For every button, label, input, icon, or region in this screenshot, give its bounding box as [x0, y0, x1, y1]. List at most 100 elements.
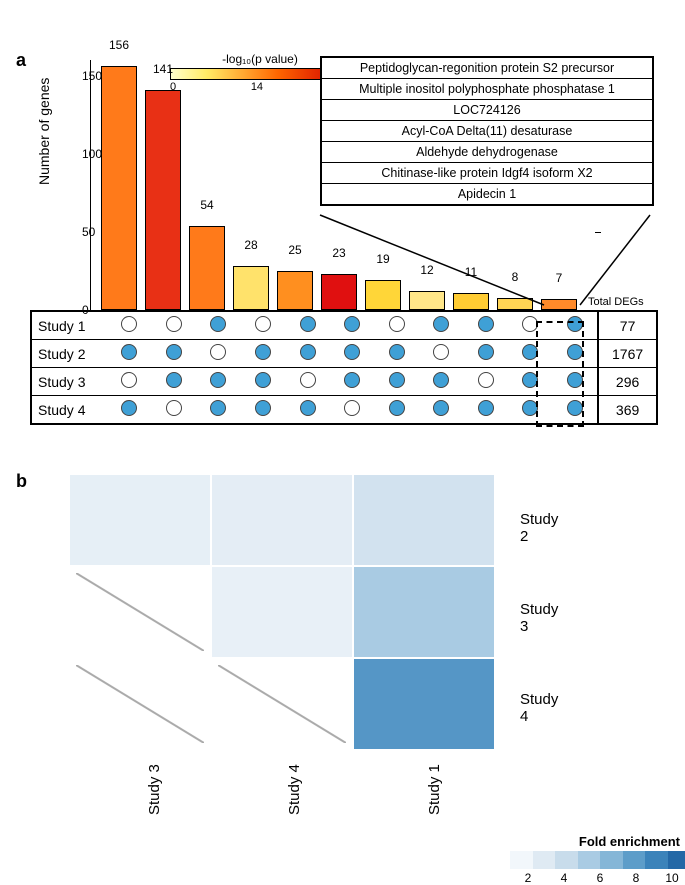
- matrix-dot: [389, 400, 405, 416]
- matrix-dot: [300, 344, 316, 360]
- colorbar-b-tick: 6: [582, 871, 618, 885]
- heatmap-cell: [212, 475, 352, 565]
- study-name: Study 3: [31, 368, 107, 396]
- matrix-dot: [255, 344, 271, 360]
- matrix-dot: [166, 316, 182, 332]
- heatmap-col-label: Study 3: [146, 764, 163, 815]
- matrix-cell: [508, 311, 553, 340]
- matrix-dot: [121, 400, 137, 416]
- matrix-cell: [330, 396, 375, 425]
- panel-a-label: a: [16, 50, 26, 71]
- heatmap-cell: [354, 475, 494, 565]
- bar-label: 28: [233, 238, 269, 252]
- matrix-cell: [463, 368, 508, 396]
- matrix-dot: [522, 316, 538, 332]
- matrix-cell: [196, 368, 241, 396]
- callout-item: Apidecin 1: [322, 184, 652, 204]
- matrix-dot: [210, 400, 226, 416]
- callout-item: LOC724126: [322, 100, 652, 121]
- matrix-cell: [241, 396, 286, 425]
- bar: [101, 66, 137, 310]
- matrix-cell: [330, 311, 375, 340]
- bar-label: 156: [101, 38, 137, 52]
- bar-label: 19: [365, 252, 401, 266]
- heatmap-col-label: Study 1: [426, 764, 443, 815]
- matrix-cell: [152, 311, 197, 340]
- colorbar-b-tick: 8: [618, 871, 654, 885]
- bar-chart: Number of genes 1561415428252319121187 P…: [90, 60, 660, 310]
- matrix-cell: [107, 368, 152, 396]
- matrix-cell: [508, 368, 553, 396]
- colorbar-step: [623, 851, 646, 869]
- matrix-cell: [285, 340, 330, 368]
- matrix-dot: [522, 400, 538, 416]
- matrix-dot: [478, 372, 494, 388]
- callout-item: Peptidoglycan-regonition protein S2 prec…: [322, 58, 652, 79]
- colorbar-step: [668, 851, 685, 869]
- study-name: Study 4: [31, 396, 107, 425]
- matrix-cell: [241, 340, 286, 368]
- matrix-dot: [478, 344, 494, 360]
- colorbar-step: [533, 851, 556, 869]
- matrix-cell: [419, 396, 464, 425]
- bar-label: 25: [277, 243, 313, 257]
- matrix-cell: [553, 311, 599, 340]
- matrix-dot: [433, 344, 449, 360]
- callout-item: Chitinase-like protein Idgf4 isoform X2: [322, 163, 652, 184]
- callout-item: Acyl-CoA Delta(11) desaturase: [322, 121, 652, 142]
- matrix-dot: [300, 372, 316, 388]
- total-degs-value: 369: [598, 396, 657, 425]
- matrix-cell: [285, 311, 330, 340]
- matrix-dot: [166, 372, 182, 388]
- matrix-cell: [285, 396, 330, 425]
- matrix-dot: [344, 316, 360, 332]
- matrix-cell: [508, 340, 553, 368]
- matrix-cell: [241, 311, 286, 340]
- heatmap-row-label: Study 2: [520, 511, 558, 545]
- matrix-dot: [210, 344, 226, 360]
- matrix-dot: [255, 316, 271, 332]
- colorbar-b: Fold enrichment 246810: [510, 834, 685, 885]
- heatmap-cell: [70, 659, 210, 749]
- matrix-cell: [152, 368, 197, 396]
- study-name: Study 2: [31, 340, 107, 368]
- bar-label: 7: [541, 271, 577, 285]
- panel-a: a -log₁₀(p value) 0 14 29 Number of gene…: [30, 60, 670, 425]
- matrix-cell: [196, 311, 241, 340]
- gene-callout: Peptidoglycan-regonition protein S2 prec…: [320, 56, 654, 206]
- matrix-row: Study 21767: [31, 340, 657, 368]
- panel-b-label: b: [16, 471, 27, 492]
- matrix-dot: [121, 316, 137, 332]
- matrix-dot: [433, 372, 449, 388]
- matrix-dot: [344, 400, 360, 416]
- matrix-dot: [567, 344, 583, 360]
- matrix-dot: [522, 372, 538, 388]
- callout-item: Multiple inositol polyphosphate phosphat…: [322, 79, 652, 100]
- matrix-dot: [567, 316, 583, 332]
- matrix-cell: [463, 340, 508, 368]
- matrix-dot: [121, 372, 137, 388]
- matrix-cell: [107, 396, 152, 425]
- matrix-dot: [433, 400, 449, 416]
- dot-matrix: Study 177Study 21767Study 3296Study 4369: [30, 310, 658, 425]
- matrix-dot: [255, 400, 271, 416]
- heatmap-cell: [354, 659, 494, 749]
- matrix-cell: [196, 396, 241, 425]
- matrix-cell: [463, 311, 508, 340]
- matrix-dot: [300, 316, 316, 332]
- bar-label: 23: [321, 246, 357, 260]
- matrix-dot: [567, 372, 583, 388]
- matrix-dot: [522, 344, 538, 360]
- matrix-cell: [419, 368, 464, 396]
- colorbar-b-gradient: [510, 851, 685, 869]
- matrix-row: Study 4 369: [31, 396, 657, 425]
- callout-item: Aldehyde dehydrogenase: [322, 142, 652, 163]
- study-name: Study 1: [31, 311, 107, 340]
- matrix-cell: [508, 396, 553, 425]
- colorbar-step: [510, 851, 533, 869]
- matrix-cell: [152, 340, 197, 368]
- matrix-cell: [196, 340, 241, 368]
- matrix-dot: [210, 316, 226, 332]
- bar-label: 54: [189, 198, 225, 212]
- heatmap-cell: [212, 567, 352, 657]
